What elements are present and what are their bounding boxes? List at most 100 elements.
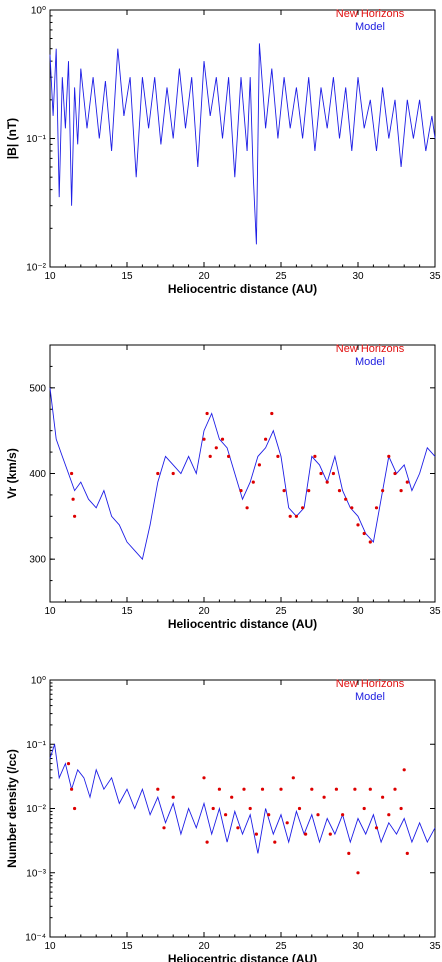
chart-panel-1: 10 15 20 25 30 35 10⁻² 10⁻¹ 10⁰ Heliocentric dist… xyxy=(5,6,441,297)
x-tick-label: 20 xyxy=(198,941,210,952)
new-horizons-point xyxy=(331,471,335,476)
y-tick-label: 10⁻⁴ xyxy=(25,933,46,944)
new-horizons-point xyxy=(362,806,366,811)
new-horizons-point xyxy=(328,832,332,836)
new-horizons-point xyxy=(393,787,397,791)
new-horizons-point xyxy=(227,454,231,458)
legend-new-horizons: New Horizons xyxy=(336,343,405,355)
new-horizons-point xyxy=(362,531,366,536)
new-horizons-point xyxy=(230,795,234,799)
new-horizons-point xyxy=(353,787,357,791)
new-horizons-point xyxy=(156,787,160,791)
x-tick-label: 15 xyxy=(121,941,133,952)
new-horizons-point xyxy=(257,463,261,467)
new-horizons-point xyxy=(374,506,379,510)
new-horizons-point xyxy=(205,411,209,416)
new-horizons-point xyxy=(334,787,338,791)
new-horizons-point xyxy=(254,832,258,836)
x-tick-label: 35 xyxy=(429,941,441,952)
new-horizons-point xyxy=(73,806,77,811)
plot-frame xyxy=(49,344,436,603)
new-horizons-point xyxy=(374,826,379,830)
x-tick-label: 10 xyxy=(44,606,56,617)
x-tick-label: 20 xyxy=(198,271,210,282)
x-axis-title: Heliocentric distance (AU) xyxy=(168,282,317,296)
new-horizons-point xyxy=(405,480,409,484)
y-tick-label: 10⁻³ xyxy=(26,868,46,879)
model-series-line xyxy=(49,387,436,561)
y-tick-label: 500 xyxy=(29,383,46,394)
new-horizons-point xyxy=(162,826,166,830)
new-horizons-point xyxy=(288,514,292,518)
y-axis-title: |B| (nT) xyxy=(5,118,19,159)
new-horizons-point xyxy=(368,787,372,791)
new-horizons-point xyxy=(399,806,403,811)
new-horizons-point xyxy=(399,489,403,493)
new-horizons-point xyxy=(70,787,74,791)
legend-model: Model xyxy=(355,21,385,33)
new-horizons-point xyxy=(260,787,265,791)
new-horizons-point xyxy=(282,489,286,493)
y-axis-title: Vr (km/s) xyxy=(5,448,19,499)
x-tick-label: 25 xyxy=(275,941,287,952)
new-horizons-point xyxy=(291,776,295,780)
x-tick-label: 20 xyxy=(198,606,210,617)
new-horizons-point xyxy=(285,821,289,825)
new-horizons-point xyxy=(341,813,345,817)
new-horizons-point xyxy=(251,480,255,484)
new-horizons-point xyxy=(264,437,268,441)
new-horizons-point xyxy=(405,851,409,856)
new-horizons-point xyxy=(220,437,225,441)
new-horizons-point xyxy=(307,489,311,493)
new-horizons-point xyxy=(356,871,360,875)
legend-new-horizons: New Horizons xyxy=(336,678,405,690)
new-horizons-point xyxy=(316,813,320,817)
x-tick-label: 25 xyxy=(275,606,287,617)
x-axis-title: Heliocentric distance (AU) xyxy=(168,617,317,631)
legend-model: Model xyxy=(355,356,385,368)
new-horizons-point xyxy=(211,806,215,811)
new-horizons-point xyxy=(276,454,280,458)
new-horizons-point xyxy=(347,851,351,856)
new-horizons-point xyxy=(171,471,175,476)
new-horizons-point xyxy=(402,768,406,772)
new-horizons-point xyxy=(242,787,246,791)
new-horizons-point xyxy=(224,813,228,817)
x-axis-title: Heliocentric distance (AU) xyxy=(168,952,317,962)
new-horizons-point xyxy=(356,523,360,527)
new-horizons-point xyxy=(71,497,75,501)
y-tick-label: 10⁻¹ xyxy=(26,740,46,751)
y-tick-label: 10⁻² xyxy=(26,263,46,274)
y-axis-title: Number density (/cc) xyxy=(5,749,19,868)
y-tick-label: 300 xyxy=(29,555,46,566)
y-tick-label: 400 xyxy=(29,469,46,480)
new-horizons-point xyxy=(156,471,160,476)
new-horizons-point xyxy=(205,840,209,844)
new-horizons-point xyxy=(245,506,249,510)
x-tick-label: 25 xyxy=(275,271,287,282)
new-horizons-point xyxy=(350,506,354,510)
new-horizons-point xyxy=(236,826,240,830)
plot-frame xyxy=(49,679,436,938)
new-horizons-point xyxy=(319,471,323,476)
new-horizons-point xyxy=(304,832,308,836)
new-horizons-point xyxy=(310,787,314,791)
chart-panel-2: 10 15 20 25 30 35 300 400 500 Heliocentric distan… xyxy=(5,343,441,631)
new-horizons-point xyxy=(171,795,175,799)
new-horizons-point xyxy=(387,454,391,458)
new-horizons-point xyxy=(393,471,397,476)
x-tick-label: 30 xyxy=(352,271,364,282)
y-tick-label: 10⁰ xyxy=(31,6,46,17)
new-horizons-point xyxy=(344,497,348,501)
x-tick-label: 15 xyxy=(121,606,133,617)
new-horizons-point xyxy=(325,480,329,484)
new-horizons-point xyxy=(387,813,391,817)
x-tick-label: 10 xyxy=(44,271,56,282)
new-horizons-point xyxy=(322,795,326,799)
x-tick-label: 35 xyxy=(429,606,441,617)
new-horizons-point xyxy=(368,540,372,544)
new-horizons-point xyxy=(214,446,218,450)
y-tick-label: 10⁻² xyxy=(26,804,46,815)
new-horizons-point xyxy=(301,506,305,510)
